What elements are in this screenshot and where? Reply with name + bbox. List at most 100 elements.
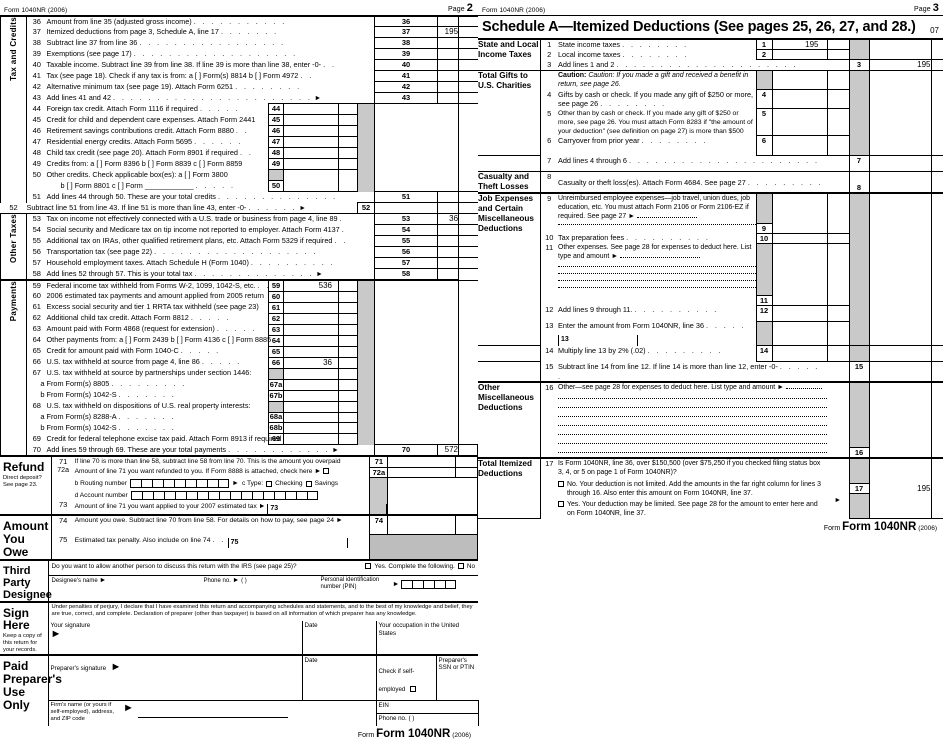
amount-dollars[interactable] [437, 15, 460, 28]
inner-cents[interactable] [826, 345, 850, 362]
line75-amount-box[interactable]: 75 [227, 537, 348, 548]
inner-cents[interactable] [337, 367, 359, 380]
inner-dollars[interactable] [771, 345, 828, 362]
amount-cents[interactable] [458, 257, 481, 270]
inner-cents[interactable] [338, 411, 358, 424]
line73-amount-box[interactable]: 73 [267, 504, 388, 515]
outer-cents[interactable] [930, 361, 943, 383]
firm-name-field[interactable]: Firm's name (or yours if self-employed),… [47, 699, 377, 727]
occupation-field[interactable]: Your occupation in the United States [375, 621, 478, 655]
inner-cents[interactable] [826, 242, 850, 306]
line17-yes-checkbox[interactable] [558, 501, 564, 508]
outer-cents[interactable] [930, 345, 943, 362]
outer-dollars[interactable] [868, 38, 932, 60]
inner-cents[interactable] [337, 147, 359, 160]
inner-dollars[interactable] [283, 312, 339, 325]
amount-dollars[interactable] [437, 268, 460, 281]
inner-cents[interactable] [826, 69, 850, 90]
amount-dollars[interactable] [387, 455, 456, 468]
inner-dollars[interactable] [283, 125, 339, 138]
inner-dollars[interactable] [771, 108, 828, 136]
inner-cents[interactable] [826, 232, 850, 244]
inner-dollars[interactable] [283, 290, 339, 303]
outer-dollars[interactable] [868, 69, 932, 156]
amount-dollars[interactable]: 572 [437, 444, 459, 457]
inner-cents[interactable] [337, 378, 359, 391]
self-employed-field[interactable]: Check if self-employed [375, 653, 437, 701]
amount-dollars[interactable] [437, 224, 460, 237]
inner-dollars[interactable] [771, 89, 828, 109]
outer-cents[interactable] [930, 457, 943, 520]
amount-cents[interactable] [454, 513, 479, 536]
savings-checkbox[interactable] [305, 480, 312, 487]
amount-dollars[interactable] [437, 92, 460, 105]
inner-cents[interactable] [337, 301, 359, 314]
outer-dollars[interactable] [868, 345, 932, 362]
amount-dollars[interactable] [437, 257, 460, 270]
designee-phone-field[interactable]: Phone no. ► ( ) [204, 577, 319, 584]
preparer-ssn-field[interactable]: Preparer's SSN or PTIN [435, 653, 478, 701]
inner-dollars[interactable] [283, 103, 339, 116]
sign-date-field[interactable]: Date [301, 621, 377, 655]
inner-dollars[interactable]: 36 [283, 356, 339, 369]
ein-field[interactable]: EIN [376, 701, 478, 714]
form-8888-checkbox[interactable] [323, 468, 330, 475]
outer-cents[interactable] [930, 381, 943, 459]
inner-dollars[interactable] [283, 158, 339, 171]
amount-dollars[interactable] [387, 513, 456, 536]
amount-dollars[interactable] [437, 37, 460, 50]
inner-dollars[interactable] [283, 400, 339, 413]
inner-cents[interactable] [337, 400, 359, 413]
inner-dollars[interactable] [283, 169, 339, 193]
inner-cents[interactable] [337, 290, 359, 303]
inner-dollars[interactable] [283, 114, 339, 127]
inner-dollars[interactable] [283, 367, 339, 380]
amount-cents[interactable] [454, 455, 479, 468]
inner-cents[interactable] [826, 108, 850, 136]
amount-dollars[interactable] [437, 81, 460, 94]
inner-cents[interactable] [337, 312, 359, 325]
preparer-date-field[interactable]: Date [301, 653, 377, 701]
amount-cents[interactable] [458, 81, 481, 94]
amount-cents[interactable] [437, 202, 460, 215]
inner-cents[interactable] [826, 304, 850, 322]
outer-dollars[interactable] [868, 155, 932, 172]
inner-dollars[interactable] [283, 345, 339, 358]
line13-amount-box[interactable]: 13 [558, 334, 638, 346]
inner-dollars[interactable] [283, 389, 339, 402]
inner-cents[interactable] [337, 158, 359, 171]
outer-dollars[interactable]: 195 [868, 457, 932, 520]
amount-cents[interactable] [458, 59, 481, 72]
inner-cents[interactable] [826, 320, 850, 346]
inner-dollars[interactable] [283, 323, 339, 336]
third-party-yes-checkbox[interactable] [365, 563, 372, 570]
outer-dollars[interactable] [868, 361, 932, 383]
inner-dollars[interactable] [771, 135, 828, 156]
amount-cents[interactable] [458, 268, 481, 281]
designee-pin-field[interactable]: Personal identification number (PIN) ► [321, 577, 476, 591]
inner-dollars[interactable] [771, 192, 828, 234]
third-party-no-checkbox[interactable] [457, 563, 464, 570]
amount-cents[interactable] [458, 444, 478, 457]
amount-cents[interactable] [458, 26, 481, 39]
inner-dollars[interactable] [283, 136, 339, 149]
amount-dollars[interactable] [437, 191, 460, 204]
amount-dollars[interactable] [437, 246, 460, 259]
inner-cents[interactable] [337, 345, 359, 358]
inner-cents[interactable] [337, 334, 359, 347]
amount-cents[interactable] [458, 235, 481, 248]
inner-cents[interactable] [337, 136, 359, 149]
inner-dollars[interactable] [283, 334, 339, 347]
inner-dollars[interactable] [283, 411, 339, 424]
amount-cents[interactable] [458, 213, 481, 226]
routing-number-input[interactable] [130, 479, 230, 489]
amount-dollars[interactable] [437, 48, 460, 61]
inner-dollars[interactable] [283, 301, 339, 314]
inner-cents[interactable] [337, 389, 359, 402]
designee-name-field[interactable]: Designee's name ► [52, 577, 202, 584]
amount-cents[interactable] [458, 70, 481, 83]
outer-cents[interactable] [930, 155, 943, 172]
checking-checkbox[interactable] [266, 480, 273, 487]
inner-cents[interactable] [337, 114, 359, 127]
inner-dollars[interactable] [771, 69, 828, 90]
